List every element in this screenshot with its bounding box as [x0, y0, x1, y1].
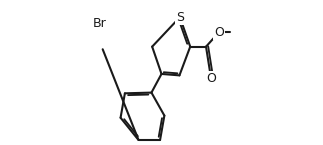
Text: O: O: [214, 26, 224, 39]
Text: O: O: [206, 72, 216, 85]
Text: S: S: [176, 11, 184, 24]
Text: Br: Br: [93, 17, 106, 30]
